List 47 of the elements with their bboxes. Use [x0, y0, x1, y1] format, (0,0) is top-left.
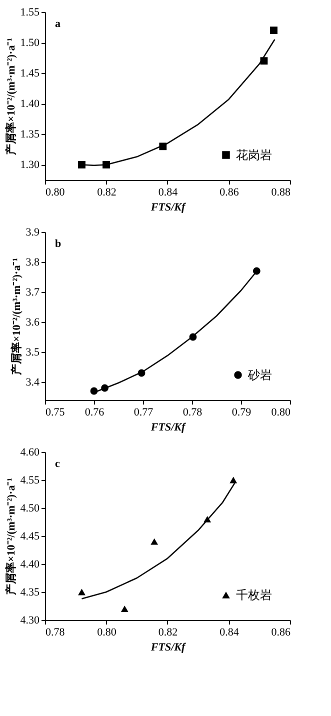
y-tick-label: 1.55	[20, 6, 40, 18]
x-tick-label: 0.77	[134, 406, 154, 418]
y-tick-label: 4.35	[20, 586, 40, 598]
x-axis-title: FTS/Kf	[150, 642, 186, 654]
legend-label: 砂岩	[247, 368, 272, 382]
y-tick-label: 4.40	[20, 558, 40, 570]
x-tick-label: 0.79	[232, 406, 252, 418]
y-tick-label: 1.45	[20, 68, 40, 80]
x-tick-label: 0.86	[271, 626, 291, 638]
x-axis-title: FTS/Kf	[150, 422, 186, 434]
y-tick-label: 4.60	[20, 446, 40, 458]
annotation: b	[55, 238, 62, 250]
x-axis-title: FTS/Kf	[150, 202, 186, 214]
annotation: c	[55, 458, 60, 470]
y-tick-label: 1.40	[20, 98, 40, 110]
x-tick-label: 0.78	[46, 626, 66, 638]
legend-label: 千枚岩	[236, 588, 272, 602]
y-axis-title: 产屑率×10⁻²/(m³·m⁻²)·a⁻¹	[10, 258, 23, 376]
y-tick-label: 3.9	[26, 226, 40, 238]
y-tick-label: 4.30	[20, 614, 40, 626]
y-tick-label: 1.30	[20, 159, 40, 172]
x-tick-label: 0.80	[97, 626, 117, 638]
y-tick-label: 4.55	[20, 474, 40, 486]
x-tick-label: 0.80	[46, 186, 66, 198]
legend-label: 花岗岩	[236, 148, 272, 162]
x-tick-label: 0.82	[158, 626, 178, 638]
y-tick-label: 4.45	[20, 530, 40, 542]
y-tick-label: 4.50	[20, 502, 40, 514]
y-tick-label: 1.50	[20, 37, 40, 50]
y-tick-label: 3.5	[26, 346, 40, 358]
y-tick-label: 1.35	[20, 128, 40, 141]
annotation: a	[55, 18, 61, 30]
x-tick-label: 0.84	[220, 626, 240, 638]
y-tick-label: 3.8	[26, 256, 40, 268]
x-tick-label: 0.80	[271, 406, 291, 418]
y-tick-label: 3.6	[26, 316, 40, 328]
y-tick-label: 3.7	[26, 286, 40, 298]
y-axis-title: 产屑率×10⁻²/(m³·m⁻²)·a⁻¹	[4, 478, 18, 596]
x-tick-label: 0.78	[182, 406, 203, 418]
x-tick-label: 0.76	[84, 406, 105, 418]
y-tick-label: 3.4	[26, 376, 40, 388]
x-tick-label: 0.88	[271, 186, 291, 198]
x-tick-label: 0.84	[158, 186, 178, 198]
x-tick-label: 0.75	[46, 406, 66, 418]
x-tick-label: 0.82	[97, 186, 116, 198]
x-tick-label: 0.86	[220, 186, 240, 198]
y-axis-title: 产屑率×10⁻²/(m³·m⁻²)·a⁻¹	[4, 38, 18, 156]
